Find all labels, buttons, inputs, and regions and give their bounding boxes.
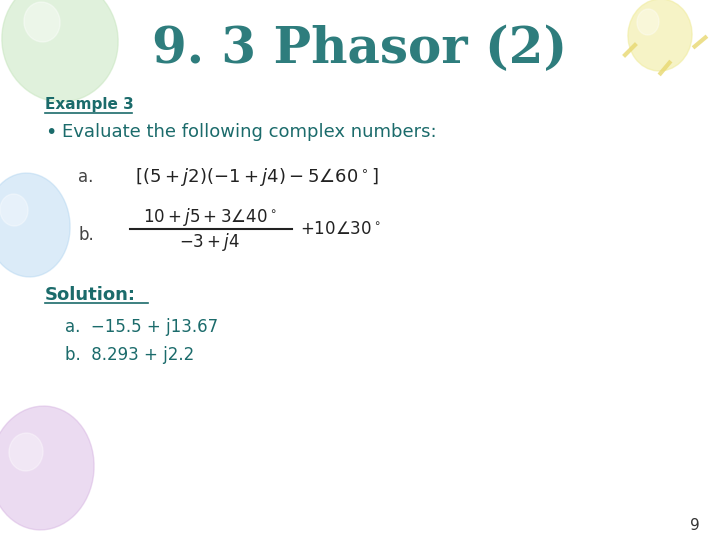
Text: b.: b. <box>78 226 94 244</box>
Ellipse shape <box>0 194 28 226</box>
Text: $-3+j4$: $-3+j4$ <box>179 231 240 253</box>
Ellipse shape <box>24 2 60 42</box>
Text: $[(5+j2)(-1+j4)-5\angle 60^\circ]$: $[(5+j2)(-1+j4)-5\angle 60^\circ]$ <box>135 166 379 188</box>
Ellipse shape <box>637 9 659 35</box>
Text: a.  −15.5 + j13.67: a. −15.5 + j13.67 <box>65 318 218 336</box>
Ellipse shape <box>2 0 118 102</box>
Text: •: • <box>45 123 56 141</box>
Ellipse shape <box>628 0 692 71</box>
Text: a.: a. <box>78 168 94 186</box>
Text: 9. 3 Phasor (2): 9. 3 Phasor (2) <box>153 25 567 75</box>
Ellipse shape <box>0 173 70 277</box>
Text: Evaluate the following complex numbers:: Evaluate the following complex numbers: <box>62 123 436 141</box>
Text: Example 3: Example 3 <box>45 98 134 112</box>
Text: b.  8.293 + j2.2: b. 8.293 + j2.2 <box>65 346 194 364</box>
Text: $10+j5+3\angle 40^\circ$: $10+j5+3\angle 40^\circ$ <box>143 206 277 228</box>
Text: Solution:: Solution: <box>45 286 136 304</box>
Text: $+10\angle 30^\circ$: $+10\angle 30^\circ$ <box>300 220 381 238</box>
Ellipse shape <box>0 406 94 530</box>
Text: 9: 9 <box>690 517 700 532</box>
Ellipse shape <box>9 433 43 471</box>
